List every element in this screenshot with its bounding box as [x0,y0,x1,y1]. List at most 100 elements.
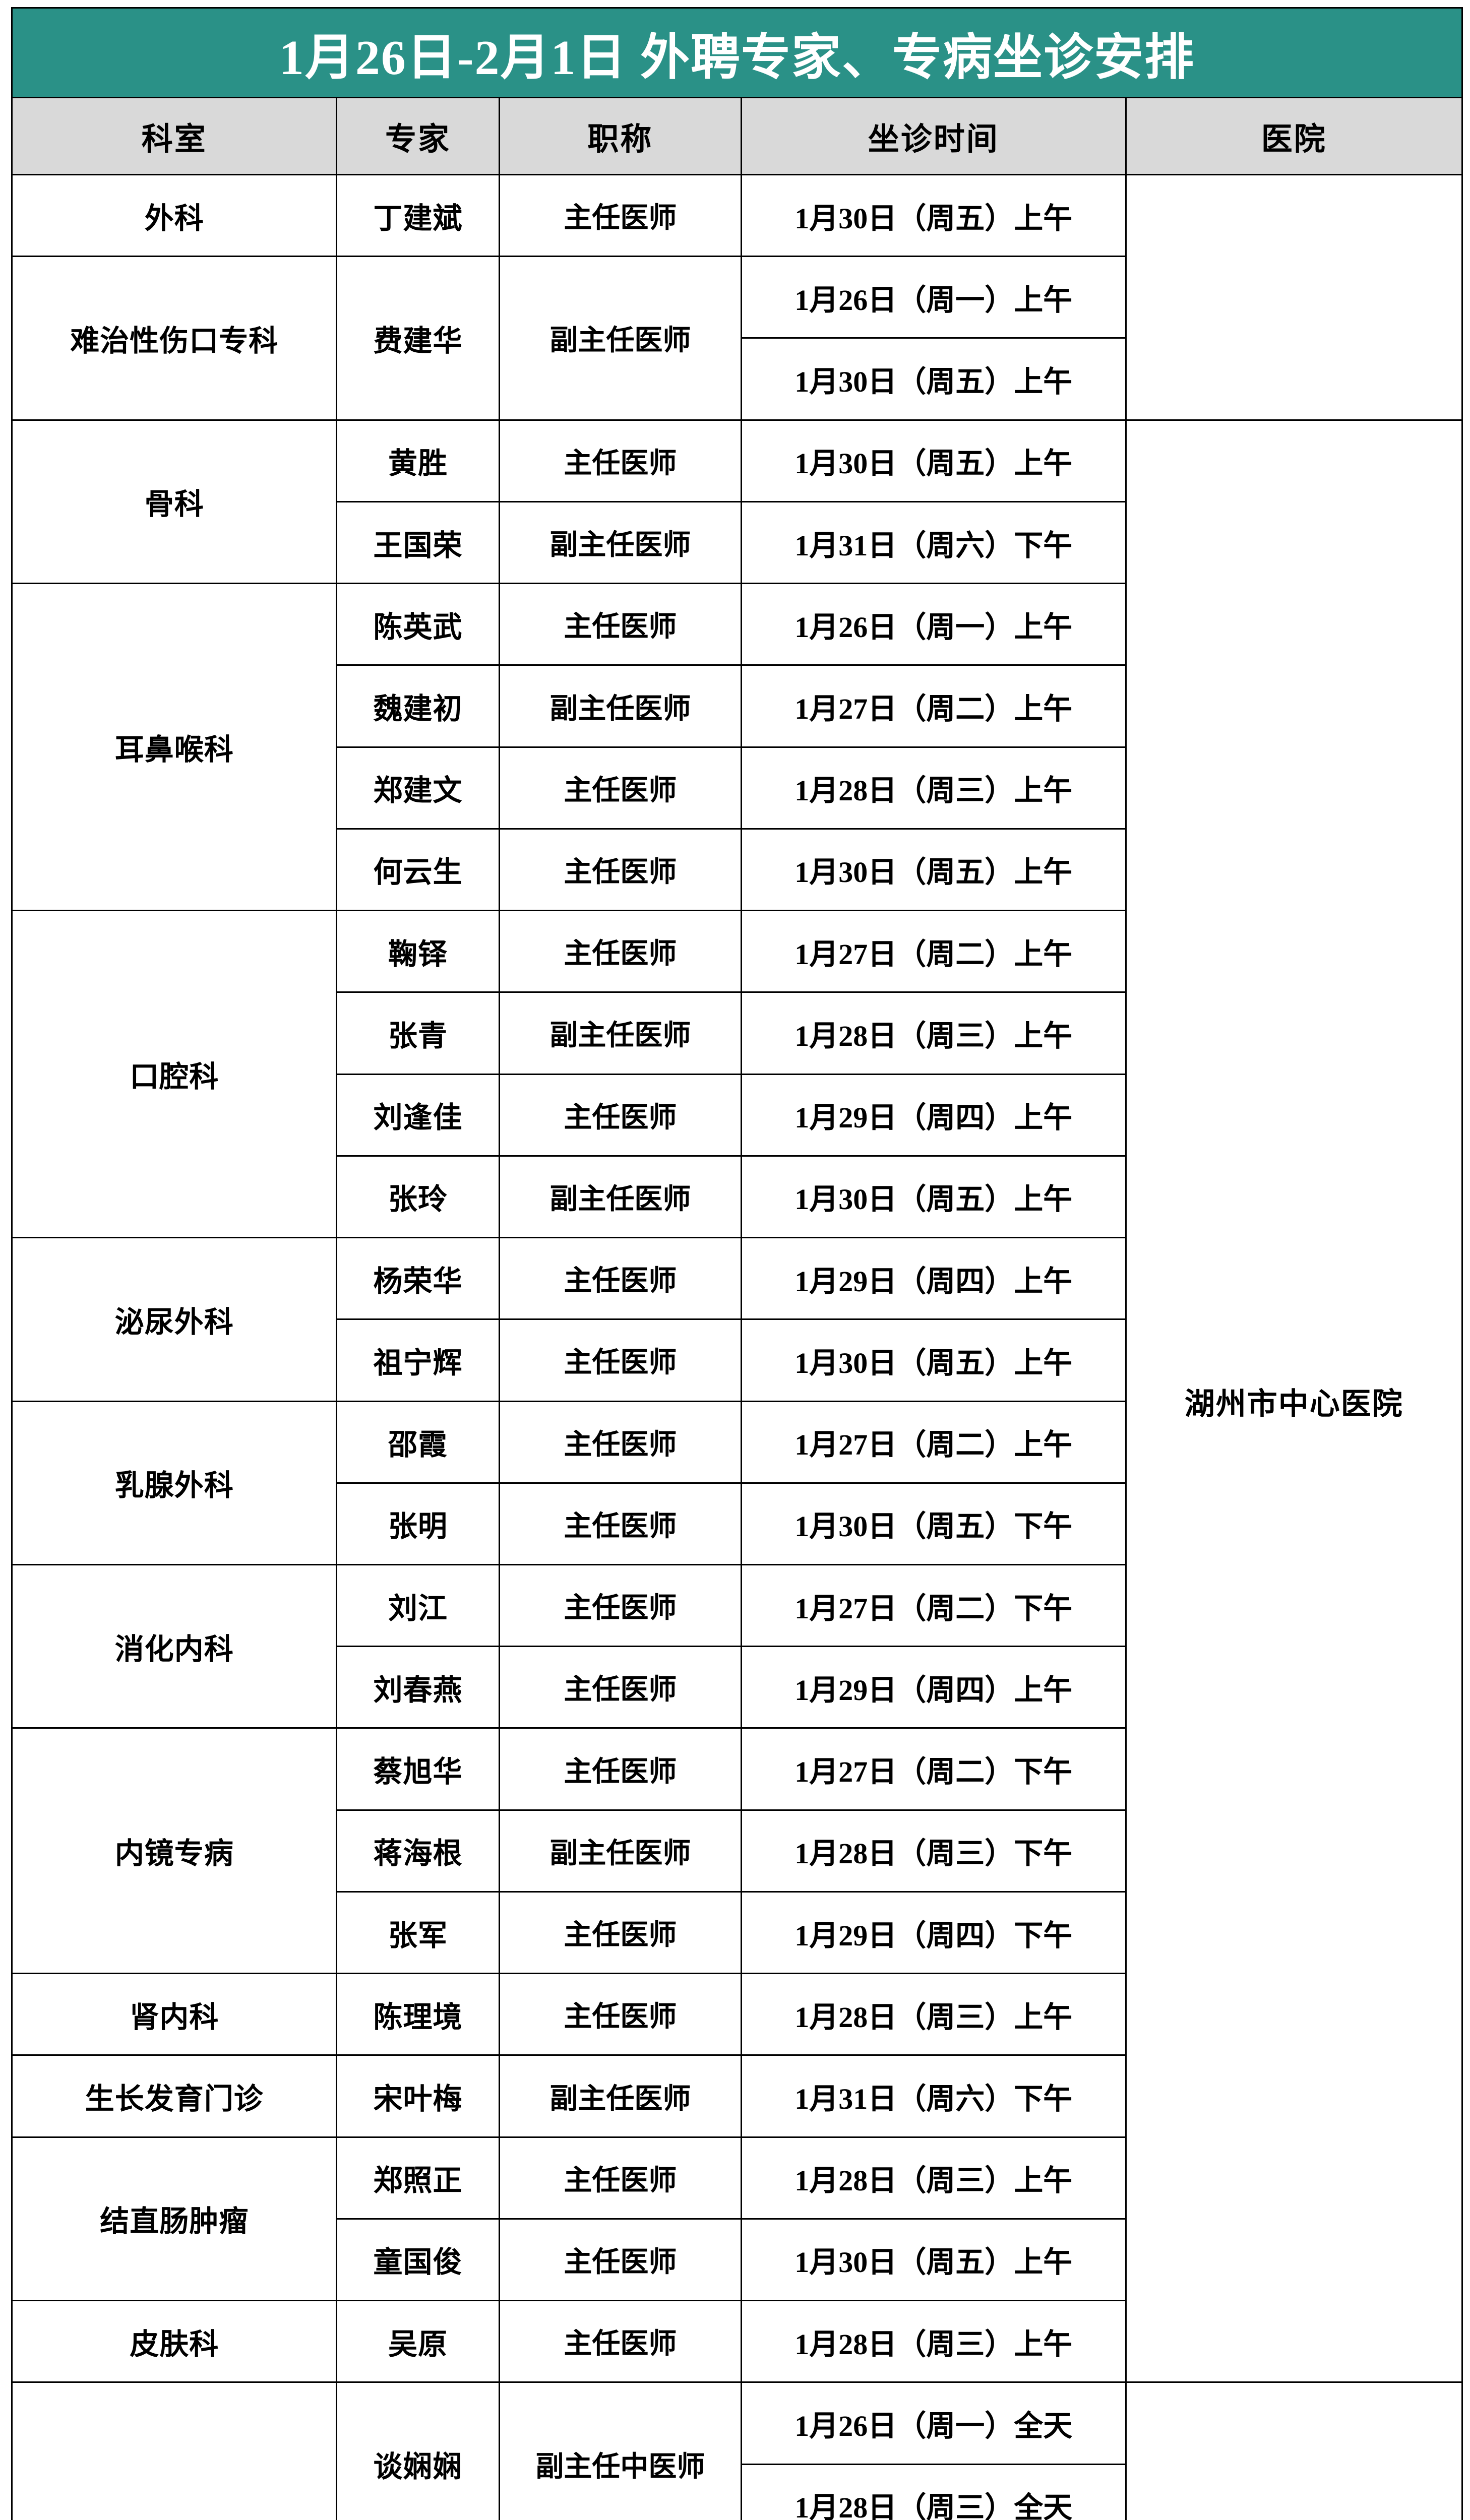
cell-expert-name: 张青 [336,991,500,1075]
table-row: 童国俊 主任医师 1月30日（周五）上午 [12,2218,1462,2302]
cell-department: 生长发育门诊 [11,2054,338,2138]
cell-expert-name: 刘春燕 [336,1646,500,1729]
cell-department: 乳腺外科 [11,1400,338,1565]
table-row: 张明 主任医师 1月30日（周五）下午 [12,1482,1462,1565]
cell-clinic-time: 1月27日（周二）上午 [741,910,1127,993]
cell-professional-title: 主任医师 [498,2218,743,2302]
table-row: 结直肠肿瘤 郑照正 主任医师 1月28日（周三）上午 [11,2136,1462,2302]
cell-clinic-time: 1月27日（周二）上午 [741,664,1127,748]
cell-clinic-time: 1月27日（周二）下午 [741,1563,1127,1648]
table-row: 消化内科 刘江 主任医师 1月27日（周二）下午 [11,1563,1462,1729]
table-row: 1月28日（周三）全天 [12,2463,1462,2520]
table-row: 何云生 主任医师 1月30日（周五）上午 [12,828,1462,912]
table-row: 刘春燕 主任医师 1月29日（周四）上午 [12,1646,1462,1729]
cell-professional-title: 副主任医师 [498,1809,743,1893]
table-row: 刘逢佳 主任医师 1月29日（周四）上午 [12,1073,1462,1157]
table-row: 皮肤科 吴原 主任医师 1月28日（周三）上午 [11,2300,1462,2383]
cell-expert-name: 丁建斌 [336,173,500,258]
cell-expert-name: 郑照正 [336,2136,500,2220]
cell-hospital-empty [1125,174,1463,421]
cell-department: 肾内科 [11,1973,338,2056]
table-row: 骨科 黄胜 主任医师 1月30日（周五）上午 湖州市中心医院 [11,419,1463,2383]
cell-clinic-time: 1月29日（周四）上午 [741,1646,1127,1729]
cell-clinic-time: 1月27日（周二）上午 [741,1400,1127,1484]
column-header-hosp: 医院 [1125,97,1463,175]
cell-clinic-time: 1月30日（周五）上午 [741,173,1127,258]
cell-professional-title: 主任医师 [498,910,743,993]
cell-professional-title: 主任医师 [498,1727,743,1811]
cell-professional-title: 主任医师 [498,1318,743,1402]
cell-clinic-time: 1月26日（周一）上午 [741,256,1127,339]
cell-clinic-time: 1月30日（周五）下午 [741,1482,1127,1565]
cell-expert-name: 刘逢佳 [336,1073,500,1157]
cell-professional-title: 主任医师 [498,1563,743,1648]
cell-professional-title: 主任医师 [498,583,743,666]
cell-expert-name: 童国俊 [336,2218,500,2302]
cell-expert-name: 鞠铎 [336,910,500,993]
table-row: 郑建文 主任医师 1月28日（周三）上午 [12,746,1462,830]
cell-professional-title: 主任医师 [498,1237,743,1320]
table-row: 张玲 副主任医师 1月30日（周五）上午 [12,1155,1462,1239]
cell-clinic-time: 1月28日（周三）下午 [741,1809,1127,1893]
cell-department: 消化内科 [11,1563,338,1729]
table-row: 王国荣 副主任医师 1月31日（周六）下午 [12,500,1462,585]
cell-department: 结直肠肿瘤 [11,2136,338,2302]
table-row: 乳腺外科 邵霞 主任医师 1月27日（周二）上午 [11,1400,1462,1565]
cell-department: 皮肤科 [11,2300,338,2383]
clinic-schedule-table: 1月26日-2月1日 外聘专家、专病坐诊安排 科室 专家 职称 坐诊时间 医院 … [11,7,1463,2520]
cell-expert-name: 魏建初 [336,664,500,748]
cell-expert-name: 吴原 [336,2300,500,2383]
cell-expert-name: 张玲 [336,1155,500,1239]
cell-expert-name: 蒋海根 [336,1809,500,1893]
table-row: 肾内科 陈理境 主任医师 1月28日（周三）上午 [11,1973,1462,2056]
table-row: 蒋海根 副主任医师 1月28日（周三）下午 [12,1809,1462,1893]
table-row: 外科 丁建斌 主任医师 1月30日（周五）上午 [11,173,1463,421]
cell-expert-name: 黄胜 [336,419,500,502]
cell-department: 外科 [11,173,338,258]
table-row: 国医馆谈娴娴副主任中医师1月26日（周一）全天湖州市中医院 [11,2381,1463,2520]
cell-professional-title: 主任医师 [498,1973,743,2056]
cell-expert-name: 费建华 [336,256,500,421]
cell-expert-name: 祖宁辉 [336,1318,500,1402]
cell-clinic-time: 1月30日（周五）上午 [741,1318,1127,1402]
table-row: 祖宁辉 主任医师 1月30日（周五）上午 [12,1318,1462,1402]
cell-professional-title: 主任医师 [498,1400,743,1484]
cell-professional-title: 主任医师 [498,746,743,830]
table-row: 口腔科 鞠铎 主任医师 1月27日（周二）上午 [11,910,1462,1239]
cell-clinic-time: 1月28日（周三）上午 [741,2300,1127,2383]
poster-title: 1月26日-2月1日 外聘专家、专病坐诊安排 [11,7,1463,98]
cell-professional-title: 副主任医师 [498,500,743,585]
cell-department: 难治性伤口专科 [11,256,338,421]
cell-clinic-time: 1月28日（周三）上午 [741,2136,1127,2220]
cell-clinic-time: 1月28日（周三）上午 [741,746,1127,830]
cell-professional-title: 副主任医师 [498,2054,743,2138]
header-row: 科室 专家 职称 坐诊时间 医院 [11,97,1463,175]
cell-clinic-time: 1月29日（周四）下午 [741,1891,1127,1975]
cell-clinic-time: 1月28日（周三）上午 [741,991,1127,1075]
cell-professional-title: 副主任中医师 [498,2381,743,2520]
cell-expert-name: 邵霞 [336,1400,500,1484]
table-row: 泌尿外科 杨荣华 主任医师 1月29日（周四）上午 [11,1237,1462,1402]
cell-professional-title: 主任医师 [498,1482,743,1565]
table-row: 张军 主任医师 1月29日（周四）下午 [12,1891,1462,1975]
table-row: 魏建初 副主任医师 1月27日（周二）上午 [12,664,1462,748]
cell-hospital: 湖州市中心医院 [1125,419,1463,2383]
cell-department: 国医馆 [11,2381,338,2520]
table-row: 1月30日（周五）上午 [12,337,1462,421]
cell-expert-name: 刘江 [336,1563,500,1648]
cell-clinic-time: 1月29日（周四）上午 [741,1073,1127,1157]
cell-professional-title: 副主任医师 [498,664,743,748]
cell-clinic-time: 1月28日（周三）上午 [741,1973,1127,2056]
cell-professional-title: 主任医师 [498,1073,743,1157]
cell-professional-title: 主任医师 [498,1646,743,1729]
cell-professional-title: 副主任医师 [498,256,743,421]
cell-expert-name: 谈娴娴 [336,2381,500,2520]
cell-clinic-time: 1月30日（周五）上午 [741,2218,1127,2302]
column-header-title: 职称 [498,97,743,175]
cell-expert-name: 王国荣 [336,500,500,585]
title-row: 1月26日-2月1日 外聘专家、专病坐诊安排 [11,7,1463,98]
cell-expert-name: 陈英武 [336,583,500,666]
cell-clinic-time: 1月31日（周六）下午 [741,2054,1127,2138]
cell-clinic-time: 1月30日（周五）上午 [741,1155,1127,1239]
cell-clinic-time: 1月28日（周三）全天 [741,2463,1127,2520]
